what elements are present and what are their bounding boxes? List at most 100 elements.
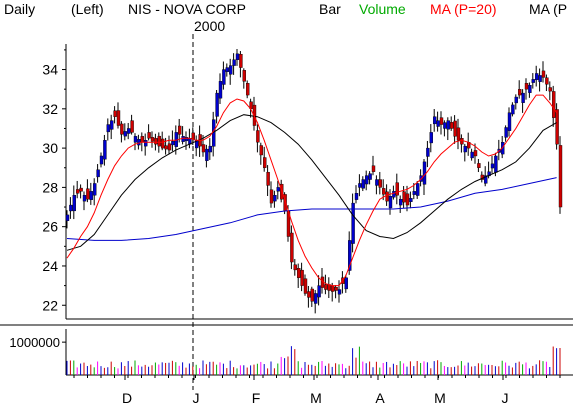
candle-body xyxy=(215,92,219,117)
month-label: A xyxy=(375,390,385,406)
candle-body xyxy=(378,179,382,188)
candle-body xyxy=(120,123,124,135)
candle-body xyxy=(228,65,233,75)
candle-body xyxy=(358,183,362,188)
candle-body xyxy=(331,285,335,292)
candle-body xyxy=(239,53,243,68)
candle-body xyxy=(504,127,508,138)
candle-body xyxy=(252,104,257,126)
candle-body xyxy=(405,193,410,206)
candle-body xyxy=(92,183,97,196)
candle-body xyxy=(232,59,236,66)
candle-body xyxy=(245,83,250,96)
candle-body xyxy=(443,122,447,129)
candle-body xyxy=(181,136,185,142)
candle-body xyxy=(416,183,420,196)
candle-body xyxy=(273,195,277,202)
candle-body xyxy=(303,278,308,294)
candle-body xyxy=(470,151,474,159)
ma-long-line xyxy=(66,177,557,241)
candle-body xyxy=(392,191,396,198)
candle-body xyxy=(344,277,348,290)
candle-body xyxy=(531,79,535,83)
candle-body xyxy=(293,264,297,271)
candle-body xyxy=(99,155,104,165)
candle-body xyxy=(439,117,444,125)
candle-body xyxy=(426,147,430,157)
candle-body xyxy=(518,89,522,96)
candle-body xyxy=(368,173,372,180)
candle-body xyxy=(555,109,559,145)
candle-body xyxy=(365,175,369,185)
candle-body xyxy=(157,135,162,147)
candle-body xyxy=(324,284,328,290)
candle-body xyxy=(382,188,386,195)
candle-body xyxy=(490,163,495,169)
candle-body xyxy=(225,67,230,72)
candle-body xyxy=(167,143,172,151)
candle-body xyxy=(446,120,450,130)
candle-body xyxy=(524,83,529,90)
candle-body xyxy=(351,202,355,244)
candle-body xyxy=(456,127,461,141)
y-tick-label: 30 xyxy=(42,140,58,156)
candle-body xyxy=(116,110,121,126)
candle-body xyxy=(89,191,94,200)
candle-body xyxy=(337,289,342,295)
candle-body xyxy=(494,155,498,173)
candle-body xyxy=(473,150,478,157)
candle-body xyxy=(371,165,376,172)
candle-body xyxy=(113,110,117,117)
candle-body xyxy=(82,195,87,202)
y-tick-label: 28 xyxy=(42,179,58,195)
candle-body xyxy=(307,291,311,298)
candle-body xyxy=(558,145,563,208)
candle-body xyxy=(147,132,151,139)
candle-body xyxy=(535,73,539,81)
y-tick-label: 24 xyxy=(42,258,58,274)
y-tick-label: 32 xyxy=(42,101,58,117)
candle-body xyxy=(106,124,111,133)
chart-title: NIS - NOVA CORP xyxy=(128,1,246,17)
candle-body xyxy=(150,137,155,142)
candle-body xyxy=(133,136,138,143)
ma20-legend: MA (P=20) xyxy=(430,1,497,17)
candle-body xyxy=(218,81,223,99)
candle-body xyxy=(477,163,481,168)
month-label: D xyxy=(122,390,132,406)
candle-body xyxy=(177,125,182,135)
candle-body xyxy=(388,196,393,209)
candle-body xyxy=(137,139,141,146)
year-label: 2000 xyxy=(194,18,226,34)
candle-body xyxy=(86,188,90,200)
candle-body xyxy=(297,268,301,278)
candle-body xyxy=(521,92,525,103)
candle-body xyxy=(208,145,213,153)
candle-body xyxy=(96,169,100,178)
month-label: J xyxy=(502,390,509,406)
ma-extra-legend: MA (P xyxy=(529,1,568,17)
candle-body xyxy=(164,145,168,150)
candle-body xyxy=(375,179,379,186)
candle-body xyxy=(310,288,314,302)
month-label: M xyxy=(310,390,322,406)
candle-body xyxy=(65,214,70,221)
candle-body xyxy=(348,240,352,271)
month-label: J xyxy=(193,390,200,406)
candle-body xyxy=(433,116,437,125)
candle-body xyxy=(276,187,280,192)
candle-body xyxy=(538,75,542,82)
candle-body xyxy=(75,189,80,194)
candle-body xyxy=(528,85,532,93)
candle-body xyxy=(514,96,518,104)
candle-body xyxy=(409,197,413,202)
candle-body xyxy=(103,140,107,160)
candle-body xyxy=(412,191,416,195)
candle-body xyxy=(235,53,240,60)
candle-body xyxy=(123,131,128,137)
candle-body xyxy=(184,137,189,142)
candle-body xyxy=(541,70,546,78)
candle-body xyxy=(317,285,321,298)
candle-body xyxy=(259,145,263,156)
